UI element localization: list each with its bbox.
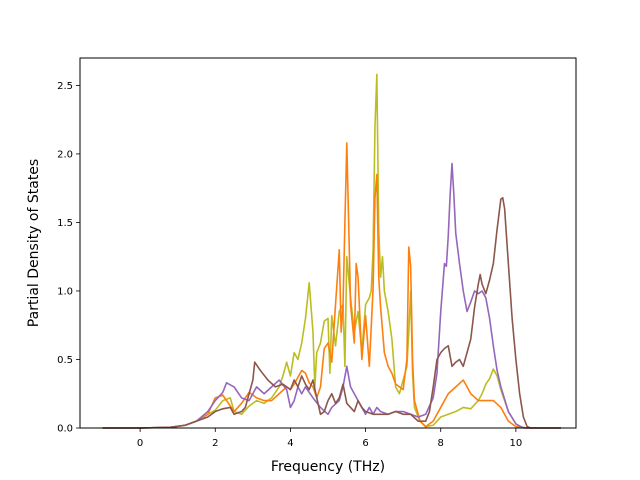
x-axis: 0 2 4 6 8 10 [137,428,522,449]
x-tick-label: 10 [510,438,523,449]
y-tick-label: 0.5 [57,355,73,366]
y-axis: 0.0 0.5 1.0 1.5 2.0 2.5 [57,81,80,435]
plot-frame [79,57,577,429]
x-tick-label: 4 [287,438,293,449]
y-tick-label: 1.0 [57,286,73,297]
plot-area [80,58,576,428]
series-line-3 [102,162,561,429]
x-tick-label: 2 [212,438,218,449]
x-tick-label: 8 [438,438,444,449]
y-tick-label: 2.0 [57,149,73,160]
x-tick-label: 6 [362,438,368,449]
y-axis-label: Partial Density of States [26,159,42,327]
series-layer [102,73,561,429]
series-line-4 [102,196,561,429]
x-tick-label: 0 [137,438,143,449]
y-tick-label: 2.5 [57,81,73,92]
y-tick-label: 0.0 [57,424,73,435]
x-axis-label: Frequency (THz) [271,459,385,475]
y-tick-label: 1.5 [57,218,73,229]
series-line-2 [102,142,561,429]
